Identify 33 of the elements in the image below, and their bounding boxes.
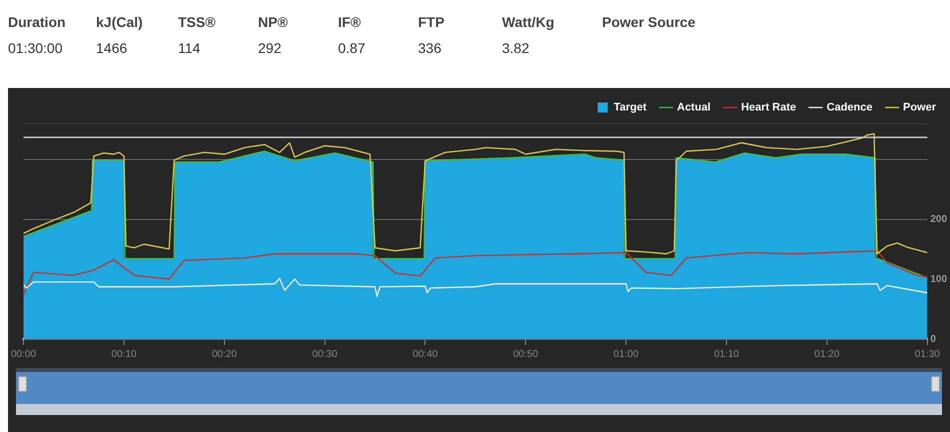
text: kJ(Cal): [96, 14, 144, 30]
x-tick-label: 00:00: [10, 348, 36, 360]
text: IF®: [338, 14, 362, 30]
text: 292: [258, 40, 282, 56]
text: Watt/Kg: [502, 14, 556, 30]
legend-label: Heart Rate: [741, 102, 796, 114]
text: 1466: [96, 40, 128, 56]
x-tick-label: 01:30: [914, 348, 940, 360]
x-tick-label: 00:30: [312, 348, 338, 360]
x-tick-label: 00:10: [111, 348, 137, 360]
x-tick-label: 01:10: [714, 348, 740, 360]
text: Duration: [8, 14, 67, 30]
x-tick-label: 01:20: [814, 348, 840, 360]
y-tick-label: 0: [930, 334, 936, 345]
legend-label: Cadence: [826, 102, 872, 114]
x-tick-label: 00:40: [412, 348, 438, 360]
text: 3.82: [502, 40, 530, 56]
x-tick-label: 00:20: [212, 348, 238, 360]
x-tick-label: 00:50: [513, 348, 539, 360]
text: 114: [178, 40, 202, 56]
text: TSS®: [178, 14, 217, 30]
text: 0.87: [338, 40, 366, 56]
legend-label: Target: [614, 102, 647, 114]
y-tick-label: 100: [930, 274, 948, 285]
legend-label: Actual: [676, 102, 711, 114]
y-tick-label: 200: [930, 214, 948, 225]
x-tick-label: 01:00: [614, 348, 639, 360]
text: 336: [418, 40, 442, 56]
text: FTP: [418, 14, 446, 30]
text: NP®: [258, 14, 289, 30]
legend-label: Power: [902, 102, 937, 114]
text: 01:30:00: [8, 40, 64, 56]
text: Power Source: [602, 14, 696, 30]
